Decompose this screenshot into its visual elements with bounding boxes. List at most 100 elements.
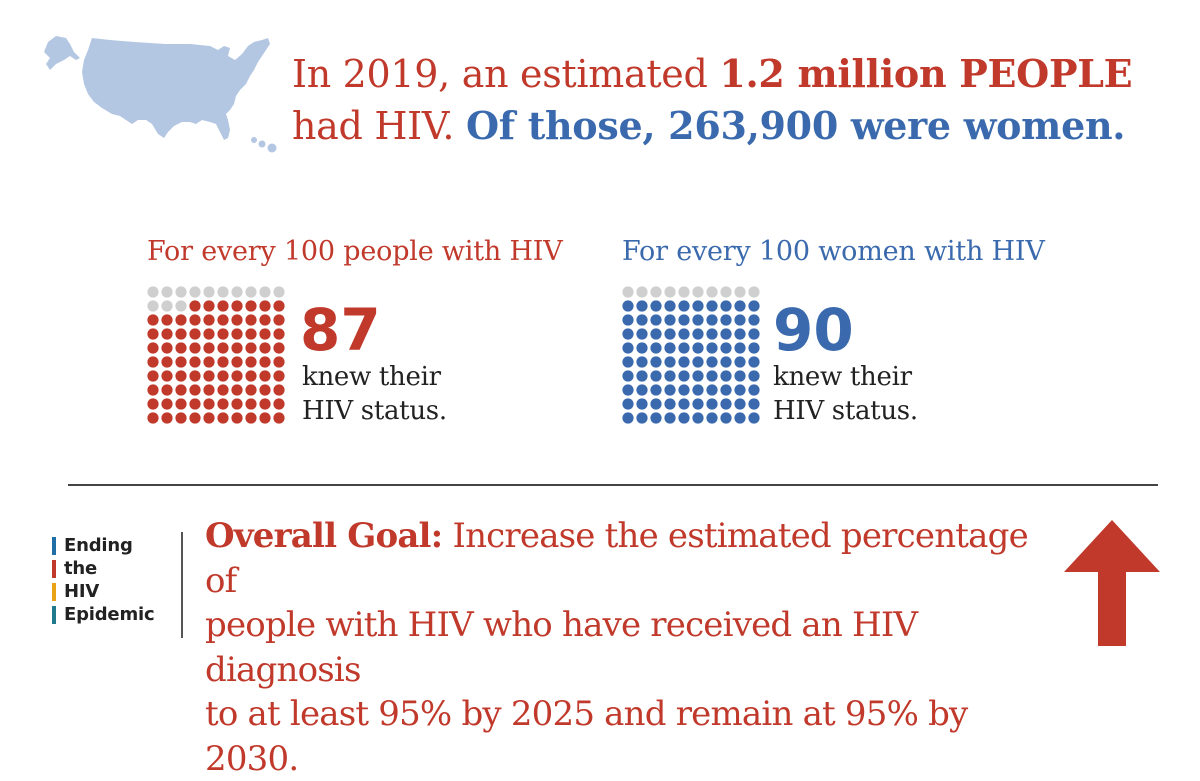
up-arrow-icon bbox=[1064, 520, 1160, 646]
people-dot-filled bbox=[273, 384, 285, 396]
people-dot-filled bbox=[189, 412, 201, 424]
people-dot-empty bbox=[231, 286, 243, 298]
people-dot-filled bbox=[259, 370, 271, 382]
women-dot-filled bbox=[678, 370, 690, 382]
women-dot-filled bbox=[664, 370, 676, 382]
people-dot-filled bbox=[273, 356, 285, 368]
women-dot-filled bbox=[664, 412, 676, 424]
people-dot-filled bbox=[189, 398, 201, 410]
women-caption: knew their HIV status. bbox=[773, 360, 973, 428]
women-dot-filled bbox=[664, 328, 676, 340]
us-map-icon bbox=[44, 36, 277, 153]
people-dot-filled bbox=[217, 300, 229, 312]
people-dot-filled bbox=[259, 300, 271, 312]
women-dot-filled bbox=[678, 300, 690, 312]
headline-people-count: 1.2 million PEOPLE bbox=[719, 51, 1133, 96]
women-dot-filled bbox=[748, 398, 760, 410]
women-panel-title: For every 100 women with HIV bbox=[622, 236, 1045, 267]
people-dot-filled bbox=[245, 328, 257, 340]
people-dot-filled bbox=[189, 300, 201, 312]
women-dot-filled bbox=[636, 328, 648, 340]
women-dot-filled bbox=[706, 356, 718, 368]
women-dot-filled bbox=[720, 328, 732, 340]
people-caption: knew their HIV status. bbox=[302, 360, 502, 428]
people-dot-filled bbox=[175, 398, 187, 410]
people-dot-filled bbox=[161, 412, 173, 424]
people-dot-filled bbox=[273, 398, 285, 410]
section-divider bbox=[68, 484, 1158, 486]
people-dot-filled bbox=[259, 398, 271, 410]
people-percent-value: 87 bbox=[300, 296, 381, 364]
goal-line3: to at least 95% by 2025 and remain at 95… bbox=[205, 694, 968, 779]
women-dot-filled bbox=[706, 300, 718, 312]
people-dot-filled bbox=[217, 398, 229, 410]
people-dot-filled bbox=[147, 370, 159, 382]
logo-line3: HIV bbox=[64, 581, 100, 602]
women-dot-filled bbox=[650, 356, 662, 368]
women-dot-filled bbox=[748, 356, 760, 368]
women-dot-filled bbox=[650, 370, 662, 382]
people-dot-filled bbox=[273, 412, 285, 424]
people-panel-title: For every 100 people with HIV bbox=[147, 236, 563, 267]
people-dot-filled bbox=[259, 356, 271, 368]
people-dot-filled bbox=[203, 398, 215, 410]
women-dot-filled bbox=[706, 370, 718, 382]
people-caption-line1: knew their bbox=[302, 362, 441, 392]
people-dot-filled bbox=[147, 314, 159, 326]
women-dot-filled bbox=[748, 384, 760, 396]
people-dot-filled bbox=[273, 328, 285, 340]
women-dot-filled bbox=[748, 328, 760, 340]
women-dot-filled bbox=[692, 300, 704, 312]
women-dot-grid bbox=[622, 286, 760, 424]
people-dot-filled bbox=[217, 314, 229, 326]
women-dot-filled bbox=[622, 370, 634, 382]
people-dot-filled bbox=[161, 384, 173, 396]
women-dot-filled bbox=[720, 314, 732, 326]
people-dot-filled bbox=[273, 342, 285, 354]
people-dot-filled bbox=[189, 370, 201, 382]
women-dot-filled bbox=[720, 342, 732, 354]
women-dot-empty bbox=[650, 286, 662, 298]
people-dot-filled bbox=[231, 398, 243, 410]
people-dot-filled bbox=[161, 328, 173, 340]
people-dot-empty bbox=[259, 286, 271, 298]
people-dot-filled bbox=[245, 314, 257, 326]
women-dot-empty bbox=[748, 286, 760, 298]
people-dot-empty bbox=[147, 286, 159, 298]
women-dot-filled bbox=[636, 356, 648, 368]
people-dot-empty bbox=[189, 286, 201, 298]
overall-goal: Overall Goal: Increase the estimated per… bbox=[205, 514, 1055, 781]
people-dot-filled bbox=[231, 300, 243, 312]
logo-bar-blue bbox=[52, 536, 56, 555]
goal-line1: Increase the estimated percentage of bbox=[205, 516, 1029, 601]
logo-bar-red bbox=[52, 559, 56, 578]
logo-bar-yellow bbox=[52, 582, 56, 601]
goal-line2: people with HIV who have received an HIV… bbox=[205, 605, 918, 690]
women-dot-filled bbox=[734, 370, 746, 382]
women-dot-empty bbox=[636, 286, 648, 298]
women-dot-filled bbox=[706, 342, 718, 354]
women-dot-filled bbox=[664, 300, 676, 312]
women-dot-filled bbox=[692, 412, 704, 424]
people-dot-filled bbox=[203, 412, 215, 424]
logo-bar-teal bbox=[52, 605, 56, 624]
people-dot-filled bbox=[147, 412, 159, 424]
women-dot-filled bbox=[734, 412, 746, 424]
women-dot-filled bbox=[734, 314, 746, 326]
women-dot-filled bbox=[692, 314, 704, 326]
women-dot-filled bbox=[692, 342, 704, 354]
women-dot-filled bbox=[748, 314, 760, 326]
women-dot-filled bbox=[692, 328, 704, 340]
women-dot-filled bbox=[720, 412, 732, 424]
women-dot-filled bbox=[692, 356, 704, 368]
women-dot-filled bbox=[636, 342, 648, 354]
women-dot-filled bbox=[720, 356, 732, 368]
women-dot-empty bbox=[622, 286, 634, 298]
people-dot-filled bbox=[147, 342, 159, 354]
women-dot-filled bbox=[734, 356, 746, 368]
women-dot-filled bbox=[706, 384, 718, 396]
people-dot-filled bbox=[147, 398, 159, 410]
women-dot-empty bbox=[720, 286, 732, 298]
women-dot-filled bbox=[622, 328, 634, 340]
people-dot-filled bbox=[273, 370, 285, 382]
